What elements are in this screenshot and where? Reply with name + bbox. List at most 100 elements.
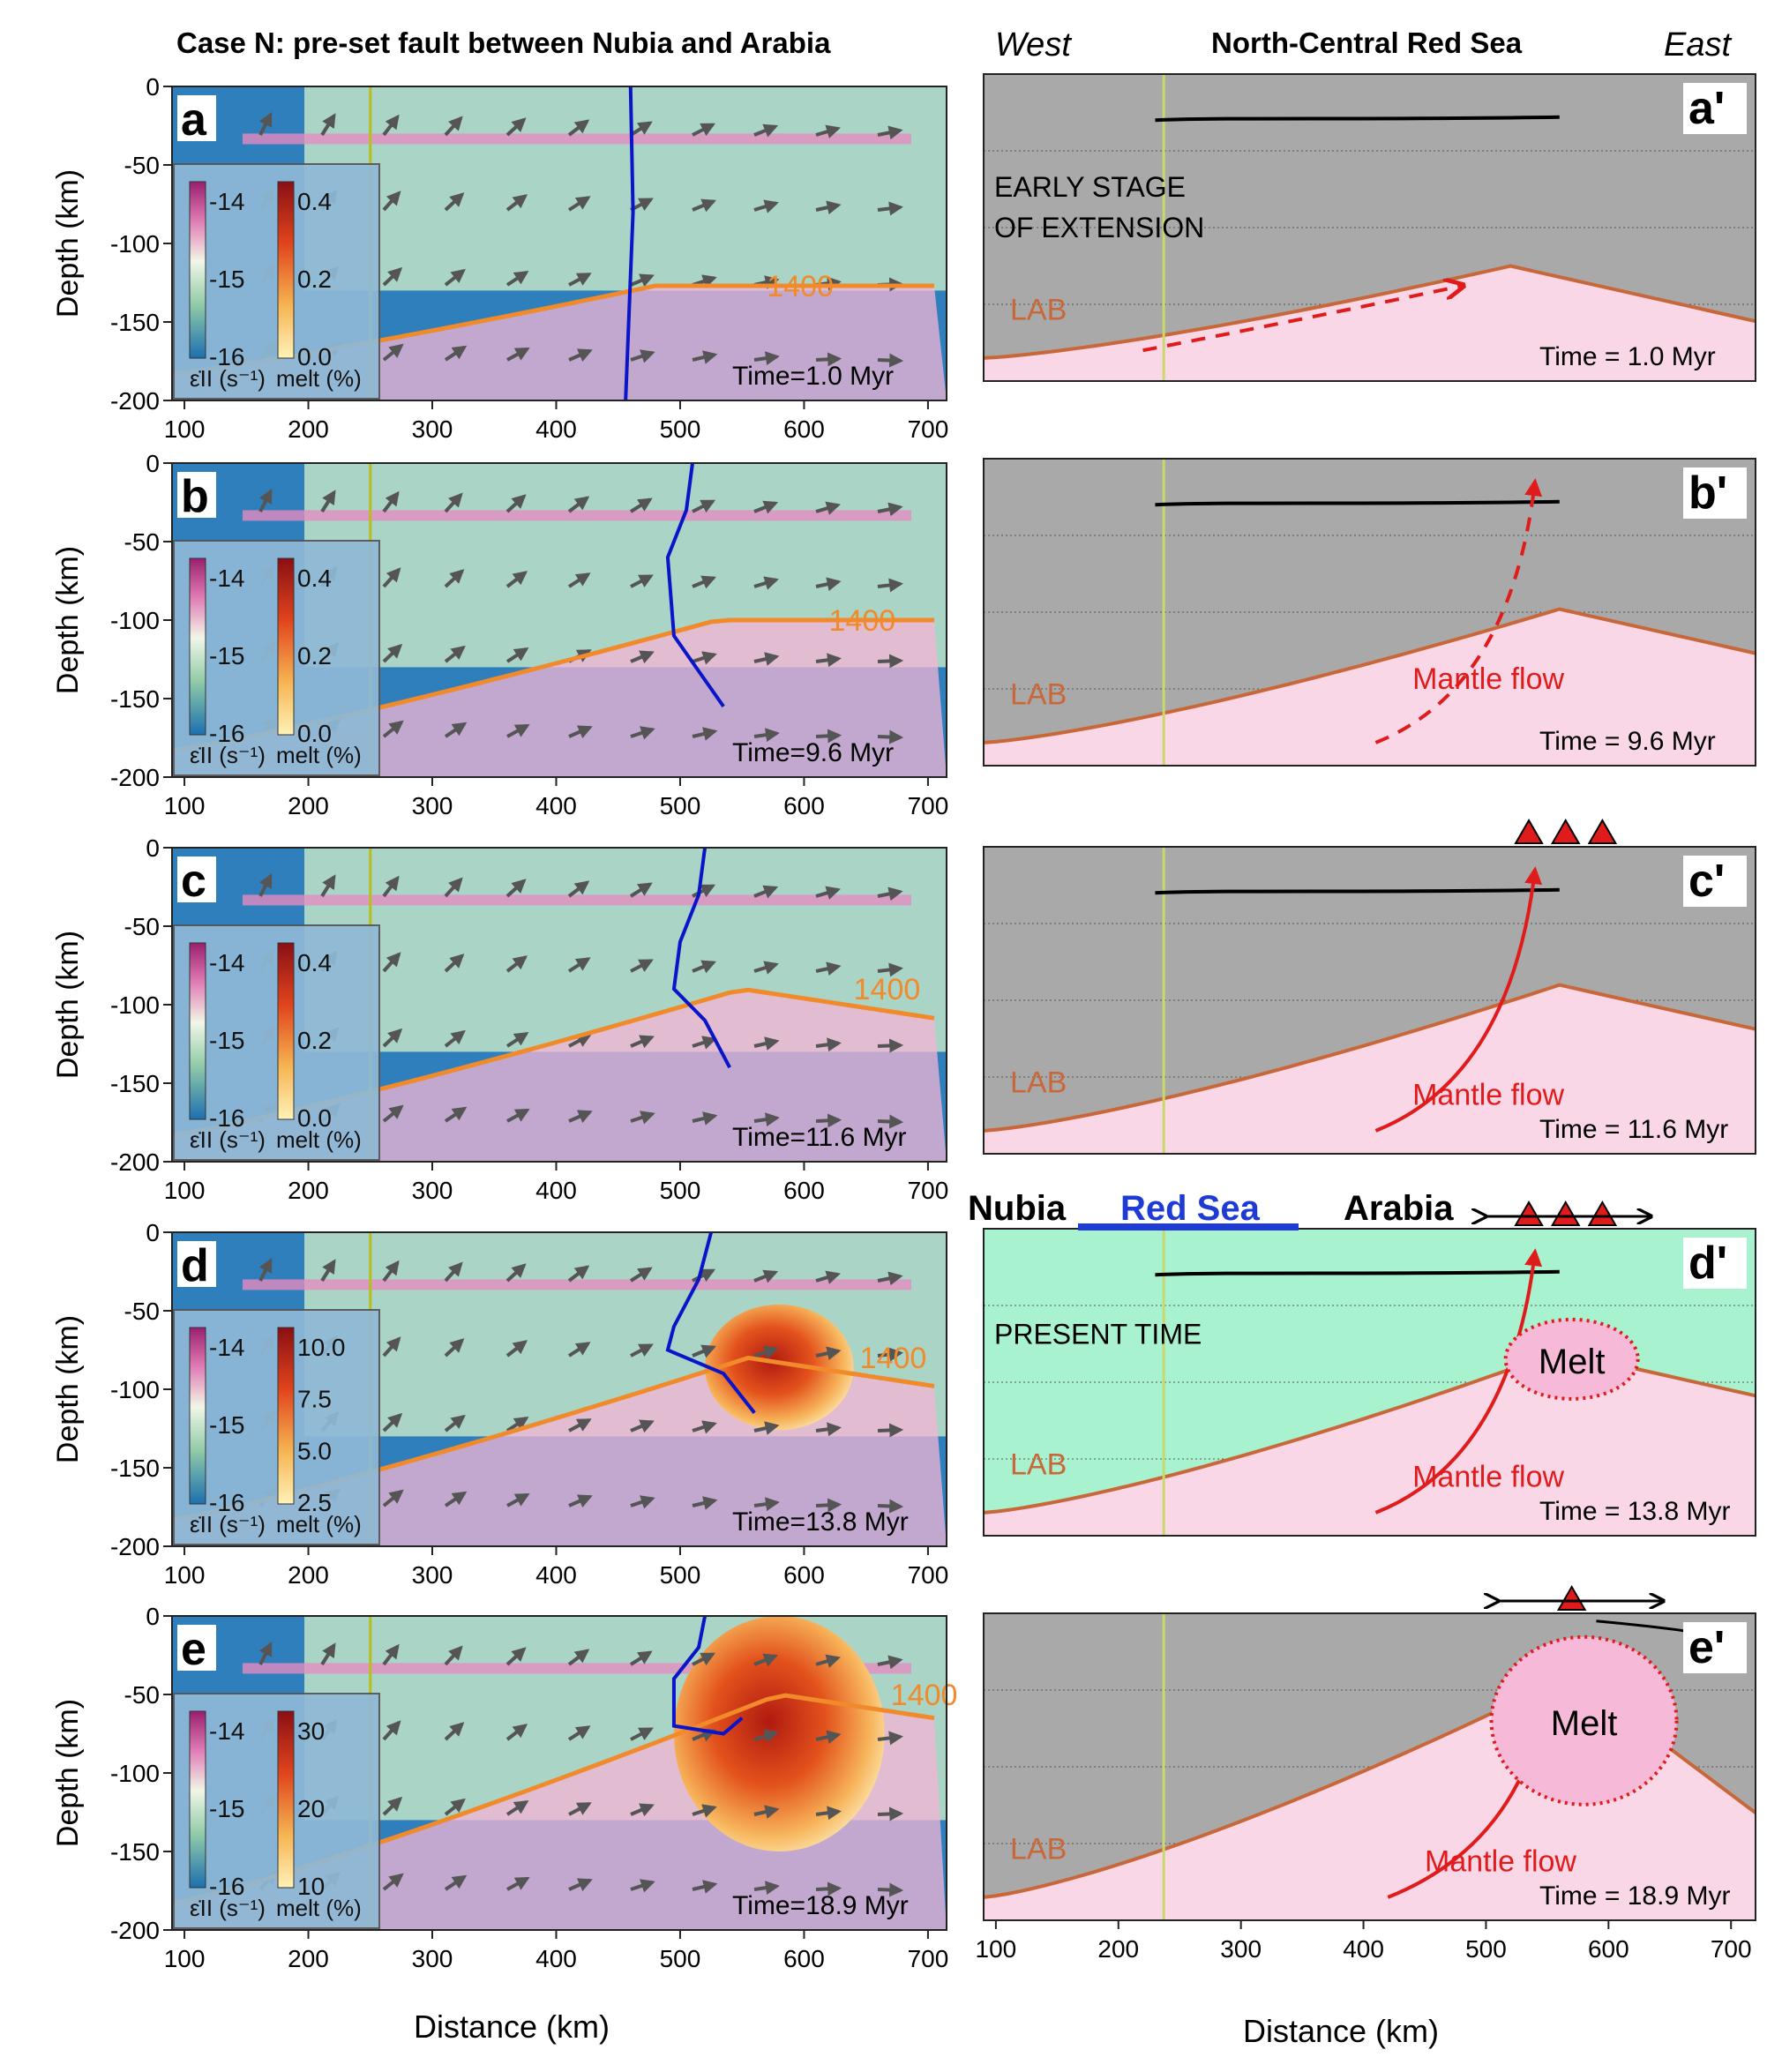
x-tick-label: 400: [535, 792, 577, 819]
velocity-arrow: [258, 1641, 273, 1665]
y-axis-label: Depth (km): [51, 546, 85, 694]
x-tick-label: 100: [164, 415, 206, 443]
x-tick-label: 600: [783, 792, 825, 819]
velocity-arrow: [877, 1038, 904, 1053]
x-tick-label: 200: [1097, 1935, 1139, 1963]
melt-region: [705, 1304, 854, 1431]
strain-rate-axis-label: ε̇II (s⁻¹): [190, 1895, 266, 1921]
panel-label: c': [1688, 856, 1725, 907]
time-label: Time = 9.6 Myr: [1539, 727, 1716, 756]
velocity-arrow: [815, 1270, 841, 1284]
time-label: Time = 13.8 Myr: [1539, 1497, 1730, 1526]
velocity-arrow: [258, 872, 273, 897]
lab-boundary: [983, 264, 1756, 360]
velocity-arrow: [382, 1643, 400, 1666]
y-tick-label: -50: [124, 528, 160, 556]
strain-tick-label: -16: [209, 1873, 244, 1900]
velocity-arrow: [505, 117, 527, 137]
mantle-flow-arrow: [1142, 286, 1462, 353]
velocity-arrow: [506, 347, 530, 362]
velocity-arrow: [568, 1417, 592, 1432]
panel-label: e': [1688, 1622, 1725, 1673]
strain-rate-field: [304, 86, 947, 291]
velocity-arrow: [753, 1345, 779, 1359]
colorbar-box: [173, 924, 380, 1161]
velocity-arrow: [505, 1031, 529, 1048]
panel-frame: [983, 458, 1756, 767]
panel-label-box: [1683, 1622, 1747, 1673]
x-tick-label: 300: [412, 415, 453, 443]
velocity-arrow: [444, 1414, 466, 1432]
velocity-arrow: [753, 576, 779, 590]
time-label: Time=18.9 Myr: [732, 1891, 909, 1920]
velocity-arrow: [753, 1805, 780, 1819]
model-panel-c: 1400 -14 -15 -16 0.4 0.2 0.0 ε̇II (s⁻¹) melt (%)…: [51, 834, 948, 1204]
velocity-arrow: [753, 1269, 779, 1283]
strain-tick-label: -16: [209, 1489, 244, 1516]
strain-rate-colorbar: [189, 1710, 206, 1889]
melt-colorbar: [277, 557, 295, 736]
x-tick-label: 100: [164, 1561, 206, 1589]
melt-tick-label: 0.2: [297, 642, 332, 669]
colorbar-inset: -14 -15 -16 0.4 0.2 0.0 ε̇II (s⁻¹) melt (%): [173, 163, 380, 400]
velocity-arrow: [815, 1113, 842, 1128]
velocity-arrow: [692, 1652, 716, 1666]
velocity-arrow: [444, 116, 463, 137]
time-label: Time = 11.6 Myr: [1539, 1115, 1728, 1144]
asthenosphere-fill: [984, 984, 1756, 1154]
mantle-flow-label: Mantle flow: [1412, 1460, 1564, 1493]
velocity-arrow: [382, 1028, 403, 1048]
velocity-arrow: [568, 1033, 592, 1048]
panel-label: e: [181, 1624, 206, 1675]
velocity-arrow: [444, 1722, 465, 1741]
velocity-arrow: [568, 1494, 593, 1508]
melt-colorbar: [277, 942, 295, 1120]
y-tick-label: 0: [146, 834, 160, 862]
velocity-arrow: [320, 1642, 336, 1666]
velocity-arrow: [815, 886, 841, 900]
velocity-arrow: [444, 645, 466, 663]
crust-boundary-line: [1155, 115, 1560, 123]
schematic-panel-c-prime: LAB Mantle flow c' Time = 11.6 Myr: [983, 818, 1756, 1155]
panel-frame: [983, 846, 1756, 1155]
velocity-arrow: [505, 1416, 529, 1432]
x-axis-label: Distance (km): [414, 2008, 610, 2045]
x-tick-label: 600: [783, 1561, 825, 1589]
y-tick-label: -100: [110, 1376, 160, 1403]
melt-tick-label: 0.4: [297, 565, 332, 592]
isotherm-label: 1400: [860, 1342, 927, 1375]
velocity-arrow: [815, 124, 841, 138]
velocity-arrow: [444, 345, 468, 362]
melt-axis-label: melt (%): [276, 1511, 362, 1537]
velocity-arrow: [444, 1798, 466, 1816]
crustal-shear-band: [243, 894, 911, 906]
velocity-arrow: [505, 1340, 528, 1358]
arabia-label: Arabia: [1344, 1189, 1454, 1228]
velocity-arrow: [815, 1806, 842, 1821]
mantle-flow-arrow: [1374, 478, 1543, 744]
crust-boundary-line: [1155, 499, 1560, 507]
time-label: Time=1.0 Myr: [732, 362, 894, 391]
velocity-arrow: [629, 882, 653, 898]
melt-tick-label: 0.2: [297, 266, 332, 293]
velocity-arrow: [753, 1112, 780, 1127]
panel-label: a': [1688, 83, 1725, 134]
melt-axis-label: melt (%): [276, 1895, 362, 1921]
velocity-arrow: [877, 502, 903, 517]
velocity-arrow: [877, 201, 903, 216]
colorbar-box: [173, 163, 380, 400]
melt-zone: [1503, 1317, 1640, 1401]
strain-tick-label: -14: [209, 949, 244, 976]
velocity-arrow: [258, 1257, 273, 1282]
velocity-arrow: [692, 727, 718, 741]
stage-note: PRESENT TIME: [994, 1319, 1202, 1350]
panel-label: c: [181, 856, 206, 907]
colorbar-inset: -14 -15 -16 0.4 0.2 0.0 ε̇II (s⁻¹) melt (%): [173, 924, 380, 1161]
velocity-arrow: [753, 652, 780, 666]
strain-rate-colorbar: [189, 1327, 206, 1505]
velocity-arrow: [382, 567, 401, 588]
x-tick-label: 700: [908, 1177, 949, 1204]
melt-tick-label: 30: [297, 1717, 325, 1745]
velocity-arrow: [815, 961, 842, 976]
mantle-flow-label: Mantle flow: [1425, 1844, 1576, 1878]
